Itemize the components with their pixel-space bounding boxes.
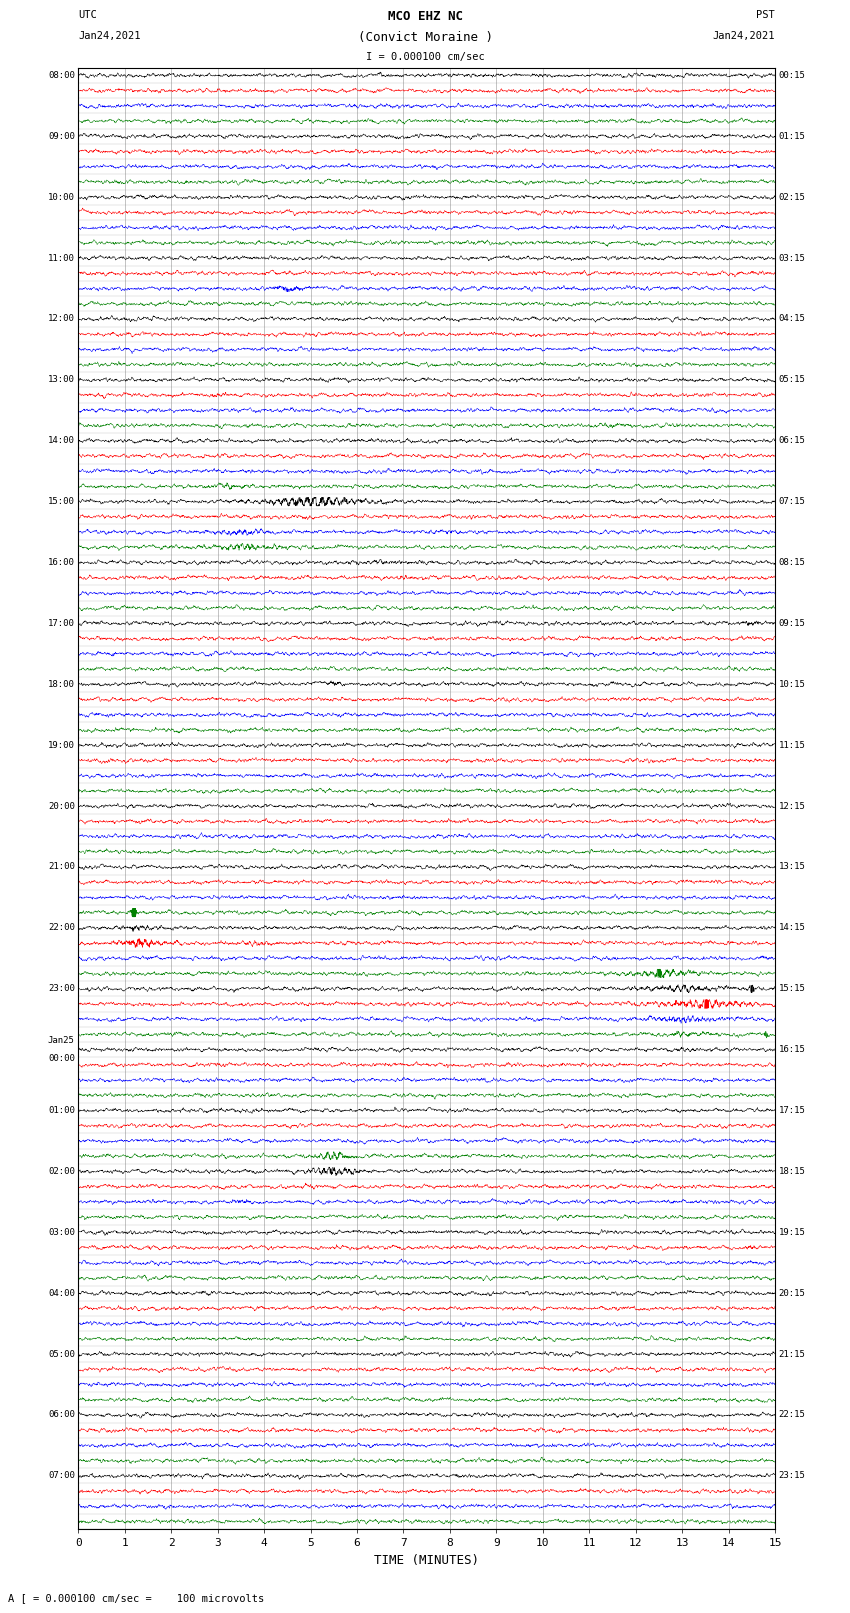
Text: 16:00: 16:00: [48, 558, 75, 568]
Text: I = 0.000100 cm/sec: I = 0.000100 cm/sec: [366, 52, 484, 61]
Text: 03:15: 03:15: [779, 253, 806, 263]
Text: 07:00: 07:00: [48, 1471, 75, 1481]
Text: 09:00: 09:00: [48, 132, 75, 140]
Text: 00:00: 00:00: [48, 1055, 75, 1063]
Text: 00:15: 00:15: [779, 71, 806, 81]
Text: 18:00: 18:00: [48, 679, 75, 689]
Text: 01:15: 01:15: [779, 132, 806, 140]
Text: 08:00: 08:00: [48, 71, 75, 81]
Text: Jan25: Jan25: [48, 1036, 75, 1045]
Text: 20:15: 20:15: [779, 1289, 806, 1298]
Text: 06:15: 06:15: [779, 436, 806, 445]
Text: 03:00: 03:00: [48, 1227, 75, 1237]
Text: 15:00: 15:00: [48, 497, 75, 506]
Text: 11:00: 11:00: [48, 253, 75, 263]
Text: MCO EHZ NC: MCO EHZ NC: [388, 10, 462, 23]
Text: 10:00: 10:00: [48, 192, 75, 202]
Text: (Convict Moraine ): (Convict Moraine ): [358, 31, 492, 44]
Text: 02:00: 02:00: [48, 1166, 75, 1176]
X-axis label: TIME (MINUTES): TIME (MINUTES): [374, 1553, 479, 1566]
Text: 23:15: 23:15: [779, 1471, 806, 1481]
Text: 04:00: 04:00: [48, 1289, 75, 1298]
Text: 12:15: 12:15: [779, 802, 806, 811]
Text: 06:00: 06:00: [48, 1410, 75, 1419]
Text: 04:15: 04:15: [779, 315, 806, 324]
Text: 01:00: 01:00: [48, 1107, 75, 1115]
Text: A [ = 0.000100 cm/sec =    100 microvolts: A [ = 0.000100 cm/sec = 100 microvolts: [8, 1594, 264, 1603]
Text: 08:15: 08:15: [779, 558, 806, 568]
Text: 21:15: 21:15: [779, 1350, 806, 1358]
Text: 14:00: 14:00: [48, 436, 75, 445]
Text: Jan24,2021: Jan24,2021: [78, 31, 141, 40]
Text: PST: PST: [756, 10, 775, 19]
Text: 16:15: 16:15: [779, 1045, 806, 1055]
Text: 10:15: 10:15: [779, 679, 806, 689]
Text: 22:00: 22:00: [48, 923, 75, 932]
Text: 05:15: 05:15: [779, 376, 806, 384]
Text: 23:00: 23:00: [48, 984, 75, 994]
Text: 22:15: 22:15: [779, 1410, 806, 1419]
Text: 21:00: 21:00: [48, 863, 75, 871]
Text: 14:15: 14:15: [779, 923, 806, 932]
Text: 20:00: 20:00: [48, 802, 75, 811]
Text: 07:15: 07:15: [779, 497, 806, 506]
Text: 13:15: 13:15: [779, 863, 806, 871]
Text: Jan24,2021: Jan24,2021: [712, 31, 775, 40]
Text: 18:15: 18:15: [779, 1166, 806, 1176]
Text: 17:00: 17:00: [48, 619, 75, 627]
Text: 13:00: 13:00: [48, 376, 75, 384]
Text: 11:15: 11:15: [779, 740, 806, 750]
Text: 19:15: 19:15: [779, 1227, 806, 1237]
Text: 09:15: 09:15: [779, 619, 806, 627]
Text: UTC: UTC: [78, 10, 97, 19]
Text: 17:15: 17:15: [779, 1107, 806, 1115]
Text: 19:00: 19:00: [48, 740, 75, 750]
Text: 15:15: 15:15: [779, 984, 806, 994]
Text: 02:15: 02:15: [779, 192, 806, 202]
Text: 12:00: 12:00: [48, 315, 75, 324]
Text: 05:00: 05:00: [48, 1350, 75, 1358]
